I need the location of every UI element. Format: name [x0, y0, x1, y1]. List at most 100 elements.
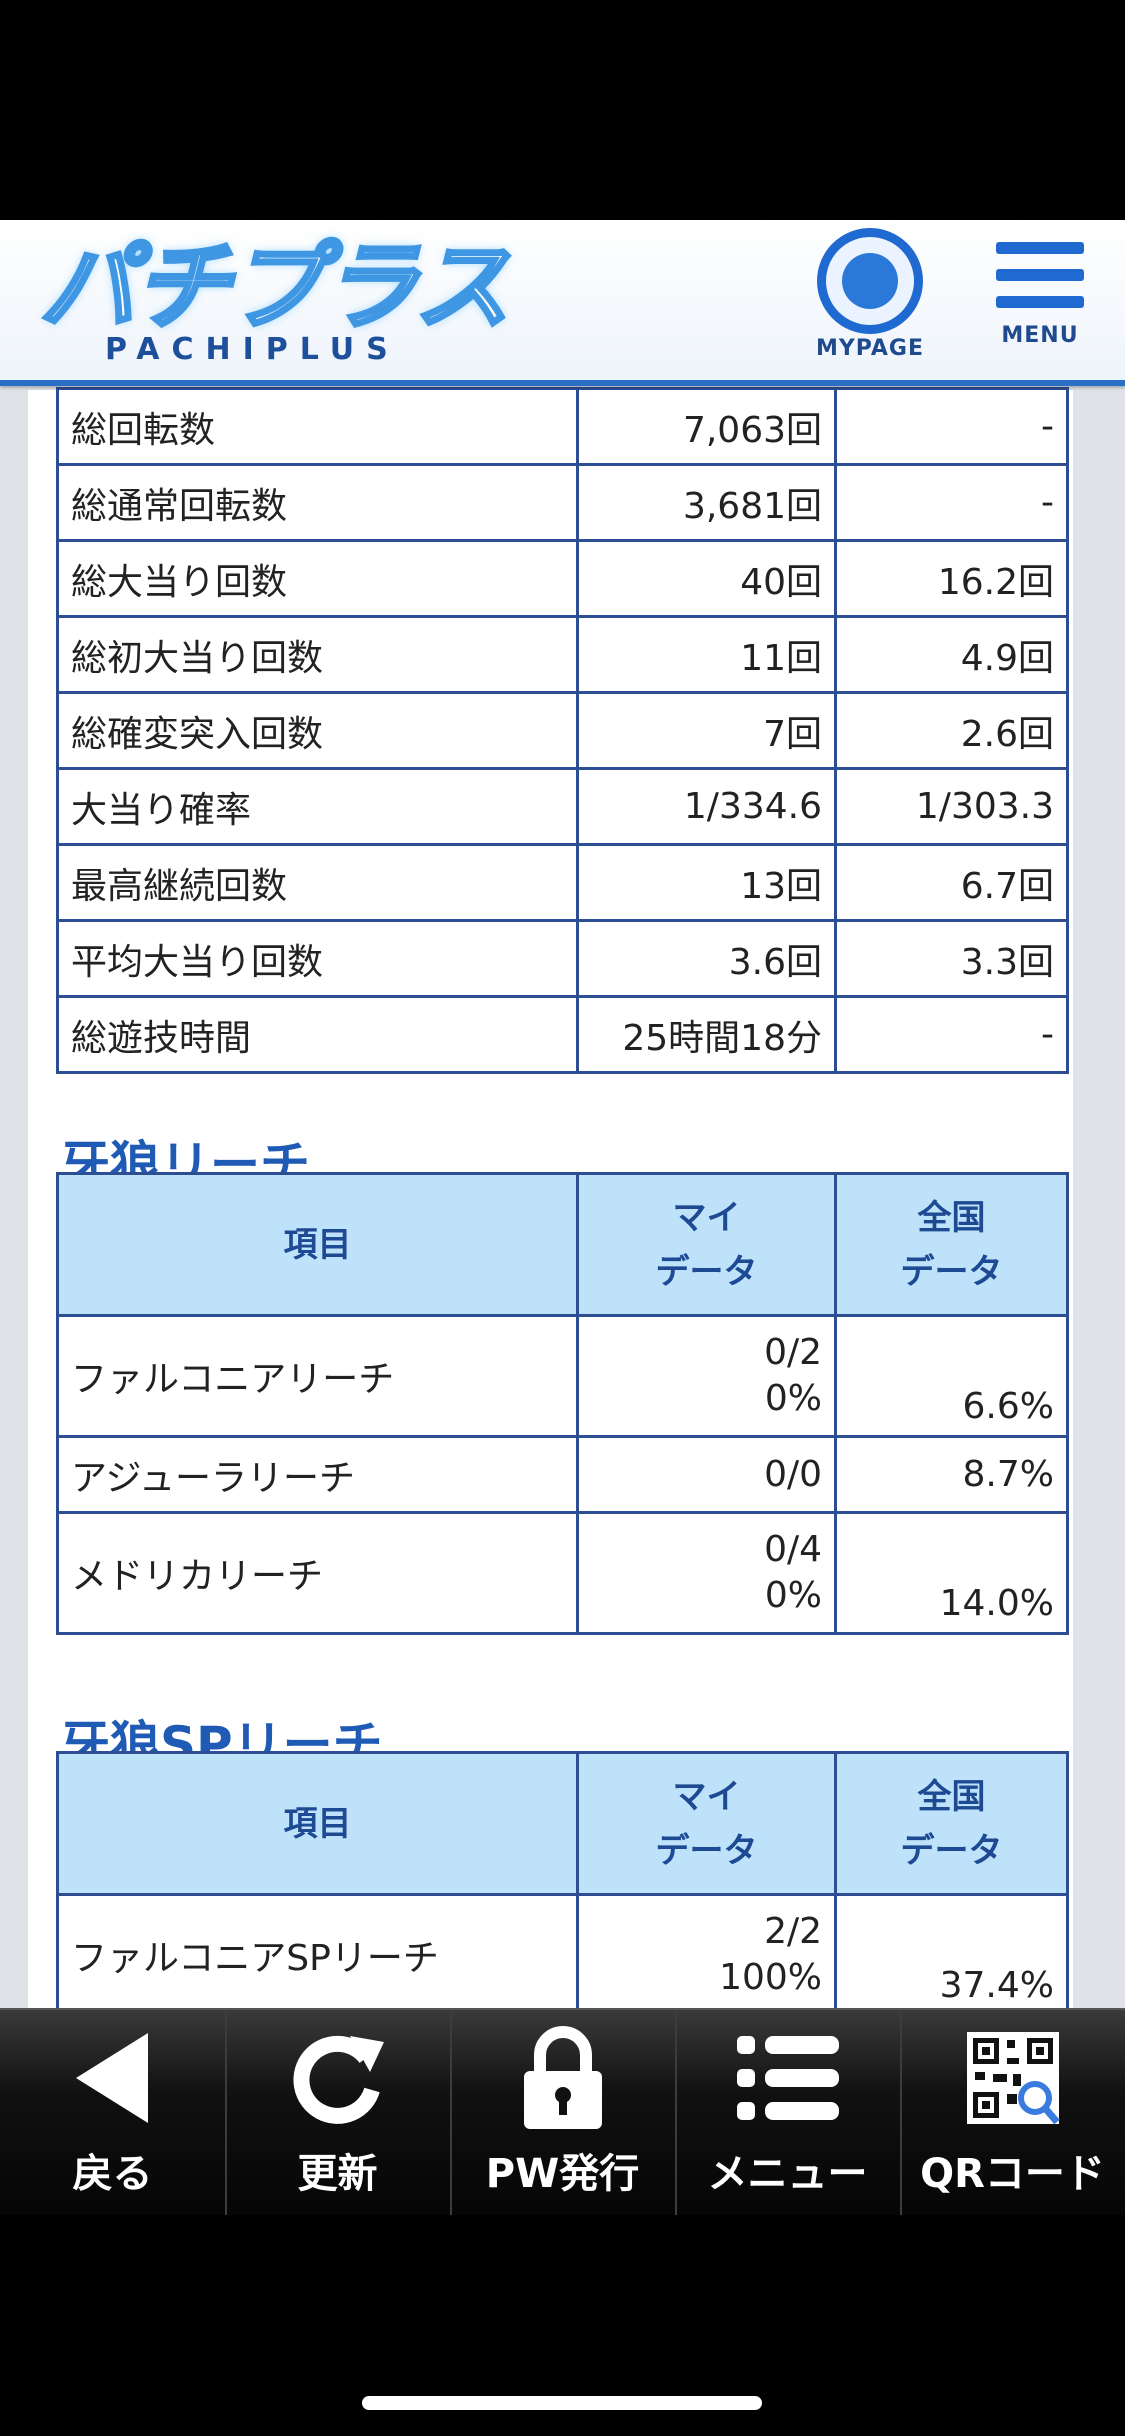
table-header-row: 項目 マイデータ 全国データ	[56, 1751, 1069, 1896]
row-national-data: 8.7%	[834, 1435, 1069, 1514]
row-label: メドリカリーチ	[56, 1511, 579, 1635]
back-arrow-icon	[0, 2010, 225, 2145]
mypage-label: MYPAGE	[815, 336, 925, 361]
header-my-data: マイ データ	[576, 1172, 837, 1317]
qr-label: QRコード	[920, 2151, 1105, 2197]
row-national-data: -	[834, 995, 1069, 1074]
row-national-data: 14.0%	[834, 1511, 1069, 1635]
table-header-row: 項目 マイデータ 全国 データ	[56, 1172, 1069, 1317]
my-count: 0/2	[764, 1332, 822, 1373]
table-row: ファルコニアリーチ 0/2 0% 6.6%	[56, 1314, 1069, 1438]
header-national-data: 全国 データ	[834, 1751, 1069, 1896]
row-my-data: 11回	[576, 615, 837, 694]
table-row: 総初大当り回数 11回 4.9回	[56, 615, 1069, 694]
table-row: 総大当り回数 40回 16.2回	[56, 539, 1069, 618]
mypage-icon	[817, 228, 923, 334]
refresh-button[interactable]: 更新	[225, 2010, 452, 2215]
table-row: 総通常回転数 3,681回 -	[56, 463, 1069, 542]
row-my-data: 1/334.6	[576, 767, 837, 846]
header-national-data: 全国 データ	[834, 1172, 1069, 1317]
row-label: 総大当り回数	[56, 539, 579, 618]
kiba-reach-table: 項目 マイ データ 全国 データ ファルコニアリーチ 0/2 0% 6.6% アジューラリー…	[56, 1172, 1069, 1635]
kiba-sp-reach-table: 項目 マイデータ 全国データ ファルコニアSPリーチ 2/2 100% 37.4%	[56, 1751, 1069, 2017]
hamburger-icon	[996, 242, 1084, 308]
row-national-data: -	[834, 463, 1069, 542]
my-count: 2/2	[764, 1911, 822, 1952]
content-area: 総回転数 7,063回 - 総通常回転数 3,681回 - 総大当り回数 40回 16.2回 総初…	[28, 387, 1073, 2215]
list-icon	[675, 2010, 900, 2145]
row-my-data: 25時間18分	[576, 995, 837, 1074]
row-national-data: 37.4%	[834, 1893, 1069, 2017]
row-label: ファルコニアリーチ	[56, 1314, 579, 1438]
row-my-data: 0/2 0%	[576, 1314, 837, 1438]
row-label: 総初大当り回数	[56, 615, 579, 694]
app-screen: パチプラス PACHIPLUS MYPAGE MENU 総回転数 7,063回 - 総…	[0, 220, 1125, 2215]
bottom-toolbar: 戻る 更新 PW発行	[0, 2008, 1125, 2215]
back-button[interactable]: 戻る	[0, 2010, 227, 2215]
header-nat-line1: 全国	[917, 1776, 986, 1817]
row-my-data: 2/2 100%	[576, 1893, 837, 2017]
pw-issue-button[interactable]: PW発行	[450, 2010, 677, 2215]
row-national-data: 2.6回	[834, 691, 1069, 770]
table-row: 最高継続回数 13回 6.7回	[56, 843, 1069, 922]
mypage-button[interactable]: MYPAGE	[800, 228, 940, 361]
qr-code-button[interactable]: QRコード	[900, 2010, 1125, 2215]
row-my-data: 3,681回	[576, 463, 837, 542]
row-national-data: -	[834, 387, 1069, 466]
qr-code-icon	[900, 2010, 1125, 2145]
row-label: 総回転数	[56, 387, 579, 466]
table-row: 大当り確率 1/334.6 1/303.3	[56, 767, 1069, 846]
header-my-line2: データ	[655, 1251, 758, 1292]
stats-table: 総回転数 7,063回 - 総通常回転数 3,681回 - 総大当り回数 40回 16.2回 総初…	[56, 387, 1069, 1074]
row-label: 最高継続回数	[56, 843, 579, 922]
menu-list-label: メニュー	[707, 2151, 868, 2197]
header-nat-line2: データ	[900, 1830, 1003, 1871]
row-label: アジューラリーチ	[56, 1435, 579, 1514]
header-my-line1: マイ	[672, 1197, 741, 1238]
pw-label: PW発行	[485, 2151, 640, 2197]
header-item: 項目	[56, 1751, 579, 1896]
header-my-line2: データ	[655, 1830, 758, 1871]
row-national-data: 6.7回	[834, 843, 1069, 922]
row-national-data: 6.6%	[834, 1314, 1069, 1438]
refresh-label: 更新	[297, 2151, 378, 2197]
menu-button[interactable]: MENU	[970, 228, 1110, 348]
row-national-data: 3.3回	[834, 919, 1069, 998]
row-my-data: 7回	[576, 691, 837, 770]
my-percent: 0%	[764, 1378, 822, 1419]
row-label: 平均大当り回数	[56, 919, 579, 998]
my-percent: 0%	[764, 1575, 822, 1616]
row-my-data: 0/4 0%	[576, 1511, 837, 1635]
row-national-data: 1/303.3	[834, 767, 1069, 846]
table-row: アジューラリーチ 0/0 8.7%	[56, 1435, 1069, 1514]
home-indicator[interactable]	[362, 2396, 762, 2410]
table-row: 総確変突入回数 7回 2.6回	[56, 691, 1069, 770]
row-my-data: 3.6回	[576, 919, 837, 998]
my-percent: 100%	[719, 1957, 822, 1998]
site-header: パチプラス PACHIPLUS MYPAGE MENU	[0, 220, 1125, 386]
row-my-data: 13回	[576, 843, 837, 922]
refresh-icon	[225, 2010, 450, 2145]
row-my-data: 0/0	[576, 1435, 837, 1514]
header-item: 項目	[56, 1172, 579, 1317]
table-row: 総遊技時間 25時間18分 -	[56, 995, 1069, 1074]
row-label: 総確変突入回数	[56, 691, 579, 770]
row-label: 総遊技時間	[56, 995, 579, 1074]
table-row: 総回転数 7,063回 -	[56, 387, 1069, 466]
my-count: 0/0	[764, 1453, 822, 1495]
row-label: 大当り確率	[56, 767, 579, 846]
lock-icon	[450, 2010, 675, 2145]
row-my-data: 40回	[576, 539, 837, 618]
header-my-data: マイ データ	[576, 1751, 837, 1896]
table-row: ファルコニアSPリーチ 2/2 100% 37.4%	[56, 1893, 1069, 2017]
header-nat-line1: 全国	[917, 1197, 986, 1238]
row-national-data: 4.9回	[834, 615, 1069, 694]
site-logo[interactable]: パチプラス PACHIPLUS	[38, 230, 512, 367]
menu-list-button[interactable]: メニュー	[675, 2010, 902, 2215]
back-label: 戻る	[72, 2151, 153, 2197]
row-label: 総通常回転数	[56, 463, 579, 542]
table-row: 平均大当り回数 3.6回 3.3回	[56, 919, 1069, 998]
row-label: ファルコニアSPリーチ	[56, 1893, 579, 2017]
header-my-line1: マイ	[672, 1776, 741, 1817]
logo-subtext: PACHIPLUS	[105, 332, 400, 367]
